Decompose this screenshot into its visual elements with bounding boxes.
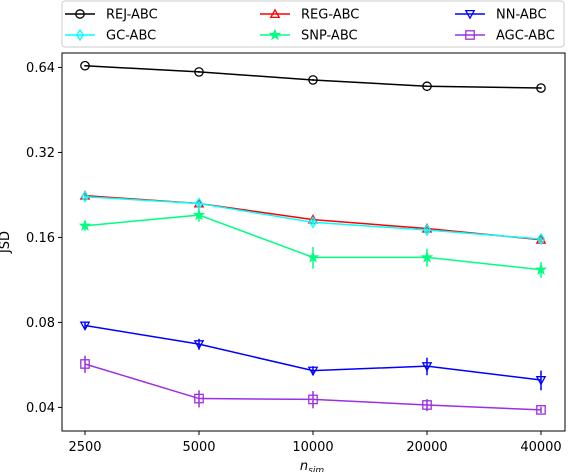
- y-tick-label: 0.16: [26, 231, 55, 246]
- x-axis-label-main: n: [300, 459, 308, 472]
- data-point-agc-abc: [422, 400, 432, 410]
- y-tick-label: 0.08: [26, 316, 55, 331]
- x-tick-label: 20000: [406, 440, 447, 455]
- data-point-rej-abc: [308, 75, 318, 85]
- legend-item-snp-abc: SNP-ABC: [260, 28, 358, 44]
- data-point-nn-abc: [193, 340, 205, 350]
- data-point-snp-abc: [534, 263, 548, 275]
- series-gc-abc: [80, 190, 546, 246]
- legend-label: GC-ABC: [106, 29, 156, 44]
- data-point-nn-abc: [79, 321, 91, 332]
- legend: REJ-ABC REG-ABC NN-ABC GC-ABC SNP-ABC AGC-ABC: [61, 0, 565, 48]
- y-axis: 0.04 0.08 0.16 0.32 0.64: [26, 61, 62, 416]
- legend-marker-snp-abc: [268, 28, 282, 41]
- x-tick-label: 5000: [182, 440, 215, 455]
- x-axis: 2500 5000 10000 20000 40000: [68, 431, 562, 455]
- legend-item-gc-abc: GC-ABC: [65, 29, 156, 44]
- data-point-agc-abc: [194, 393, 204, 404]
- legend-label: REJ-ABC: [106, 8, 158, 23]
- data-point-nn-abc: [307, 366, 319, 377]
- legend-label: SNP-ABC: [301, 29, 358, 44]
- x-axis-label: nsim: [300, 459, 324, 472]
- legend-marker-rej-abc: [75, 9, 85, 19]
- data-point-gc-abc: [308, 216, 318, 229]
- legend-marker-nn-abc: [464, 9, 476, 20]
- data-point-agc-abc: [308, 394, 318, 405]
- legend-marker-gc-abc: [75, 28, 85, 42]
- legend-item-reg-abc: REG-ABC: [260, 8, 359, 23]
- legend-label: NN-ABC: [496, 8, 547, 23]
- y-tick-label: 0.04: [26, 401, 55, 416]
- data-point-rej-abc: [80, 60, 90, 71]
- data-point-gc-abc: [80, 190, 90, 203]
- legend-label: AGC-ABC: [496, 29, 555, 44]
- legend-box: [61, 0, 565, 48]
- data-point-snp-abc: [306, 250, 320, 263]
- y-tick-label: 0.64: [26, 61, 55, 76]
- data-point-nn-abc: [421, 362, 433, 372]
- legend-marker-agc-abc: [465, 30, 475, 40]
- data-point-rej-abc: [422, 81, 432, 92]
- x-tick-label: 40000: [520, 440, 561, 455]
- x-tick-label: 2500: [68, 440, 101, 455]
- y-axis-label: JSD: [0, 231, 13, 254]
- x-tick-label: 10000: [292, 440, 333, 455]
- x-axis-label-sub: sim: [308, 466, 324, 472]
- data-point-rej-abc: [536, 83, 546, 93]
- data-point-rej-abc: [194, 67, 204, 77]
- legend-label: REG-ABC: [301, 8, 359, 23]
- data-point-agc-abc: [80, 359, 90, 369]
- data-point-snp-abc: [78, 219, 92, 232]
- data-point-nn-abc: [535, 376, 547, 386]
- series-layer: [78, 60, 548, 415]
- series-nn-abc: [79, 321, 547, 391]
- series-snp-abc: [78, 208, 548, 278]
- series-rej-abc: [80, 60, 546, 93]
- y-tick-label: 0.32: [26, 146, 55, 161]
- data-point-snp-abc: [192, 208, 206, 221]
- data-point-gc-abc: [422, 223, 432, 237]
- data-point-agc-abc: [536, 405, 546, 415]
- legend-marker-reg-abc: [269, 8, 281, 19]
- series-agc-abc: [80, 355, 546, 415]
- legend-item-rej-abc: REJ-ABC: [65, 8, 158, 23]
- data-point-snp-abc: [420, 250, 434, 263]
- legend-item-nn-abc: NN-ABC: [455, 8, 547, 23]
- data-point-gc-abc: [536, 232, 546, 246]
- legend-item-agc-abc: AGC-ABC: [455, 29, 555, 44]
